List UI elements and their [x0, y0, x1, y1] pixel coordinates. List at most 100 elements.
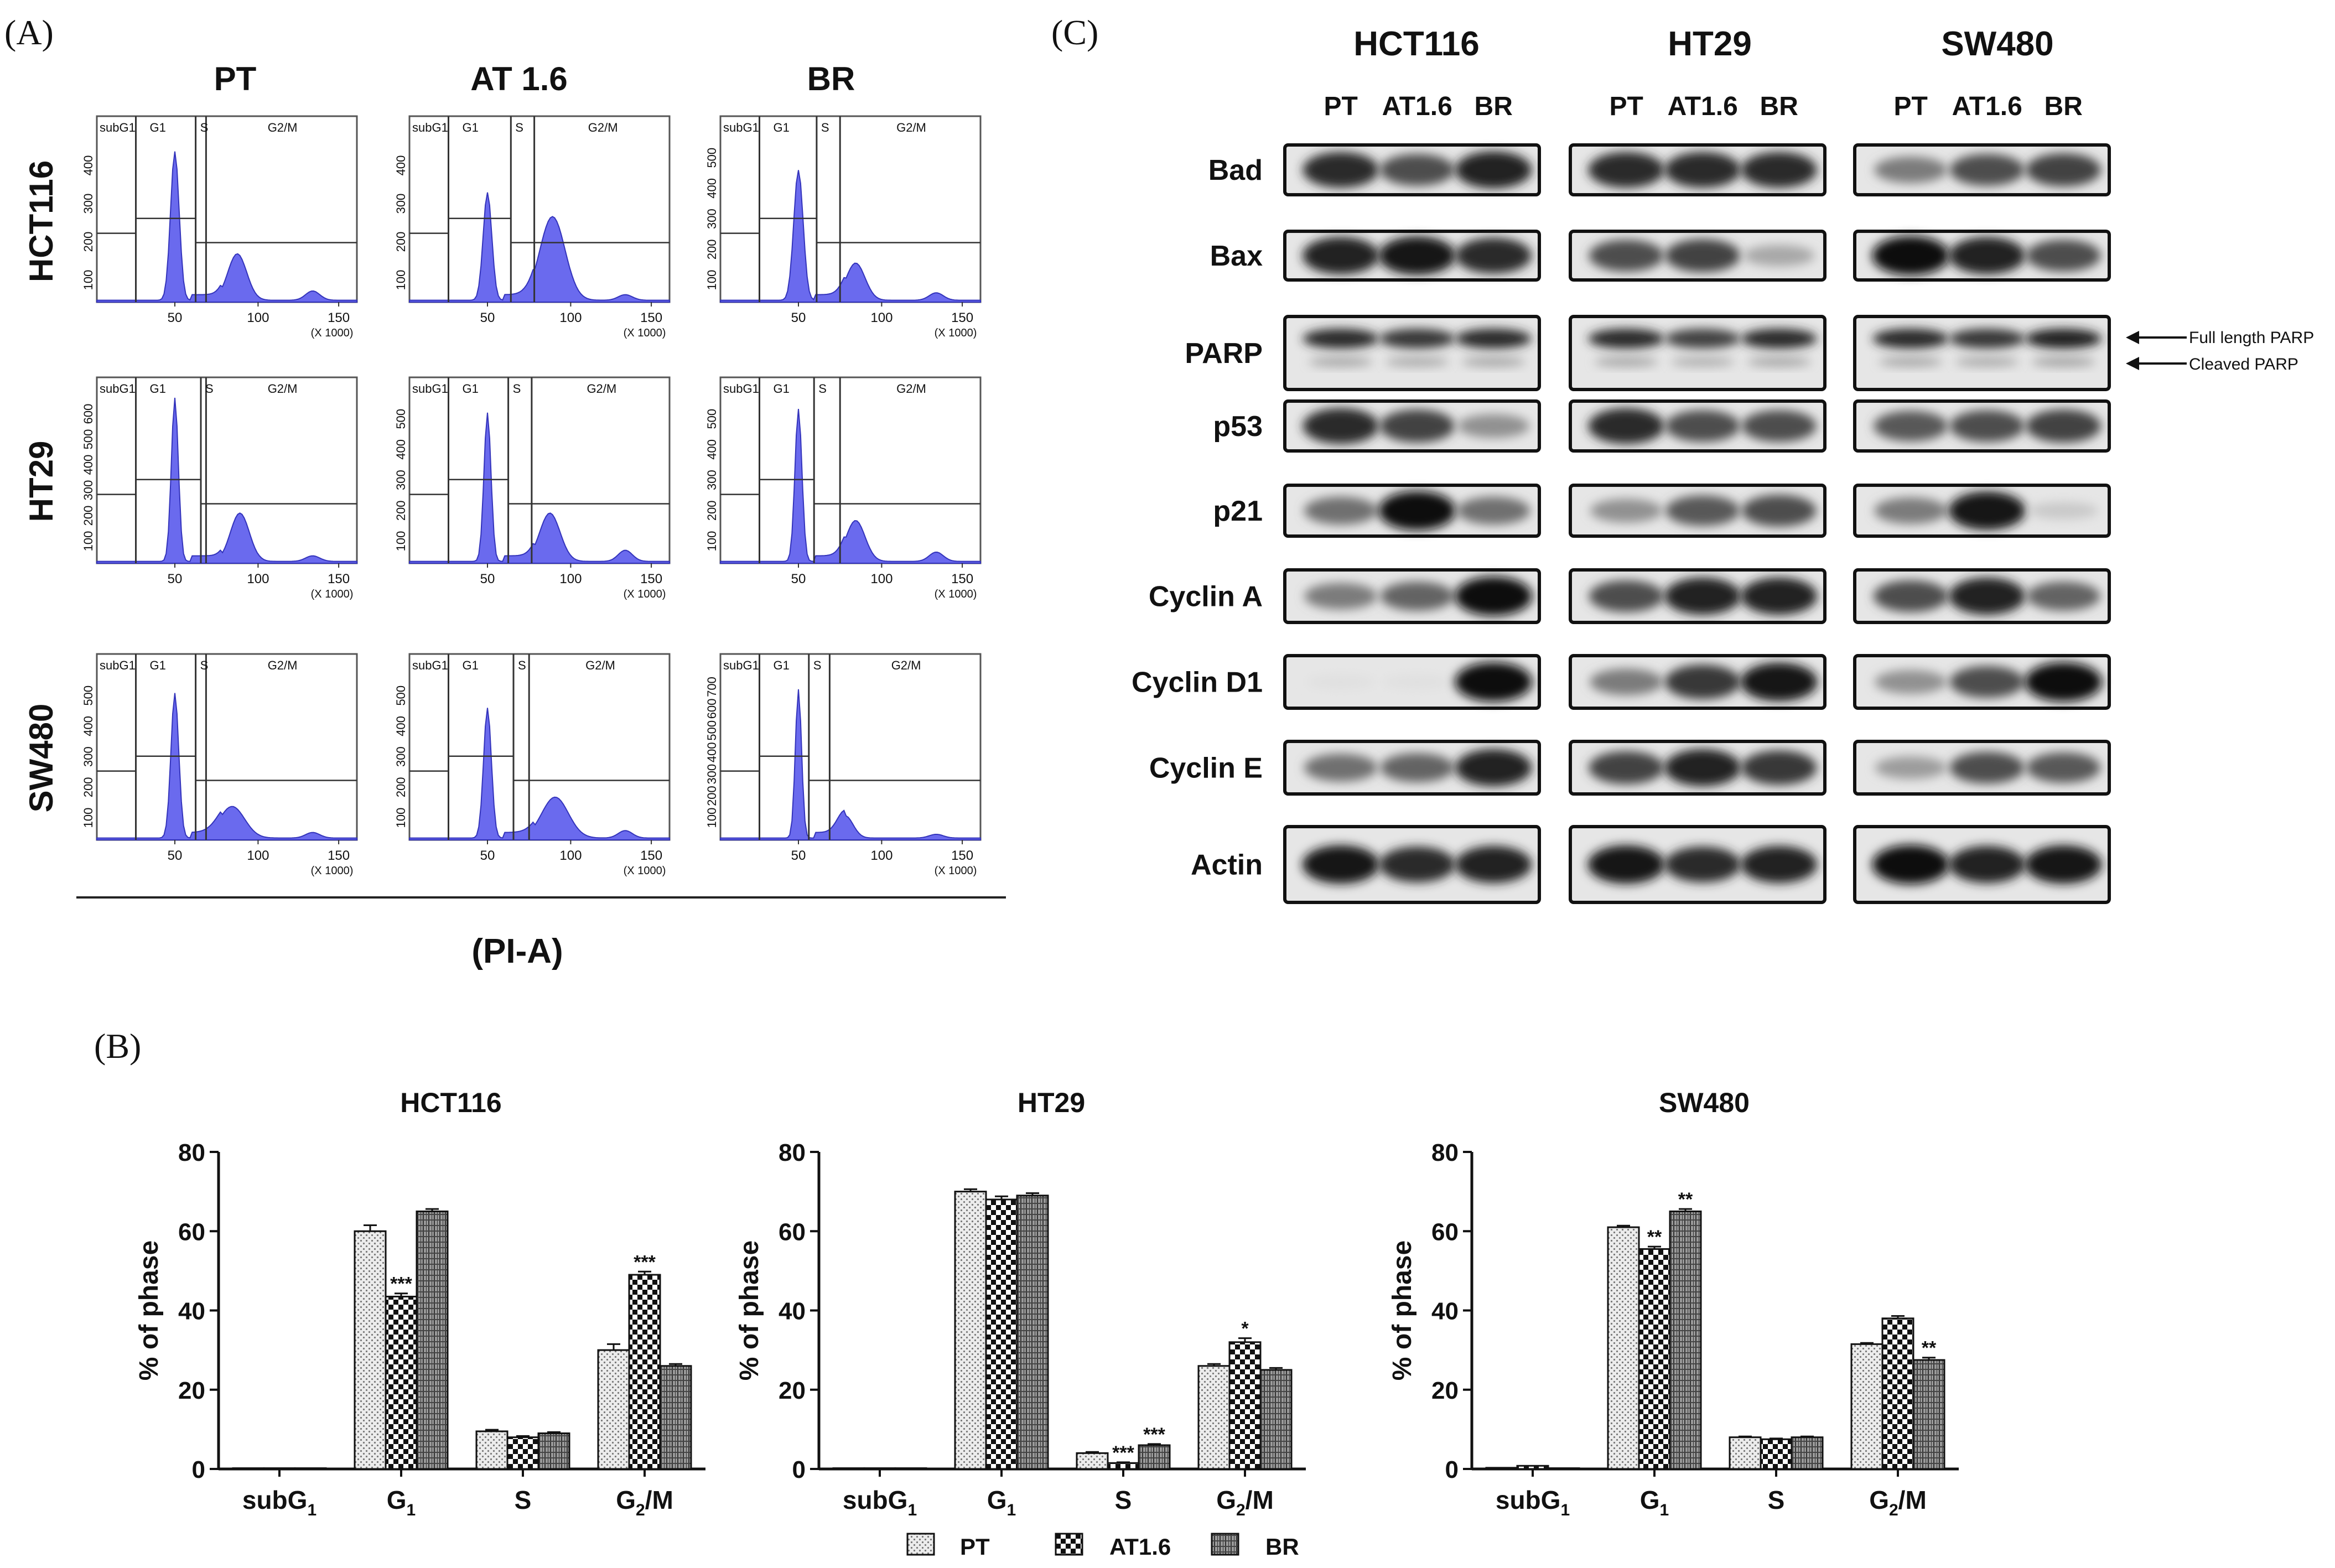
blot-box: [1283, 825, 1541, 904]
y-tick-label: 400: [81, 155, 95, 176]
x-tick-label: S: [1115, 1486, 1132, 1514]
histogram-frame: [719, 653, 982, 841]
blot-box: [1283, 143, 1541, 196]
protein-band: [2025, 329, 2102, 349]
gate-label: G1: [774, 121, 790, 134]
significance-marker: ***: [1143, 1424, 1165, 1445]
protein-band: [1741, 750, 1817, 785]
bar: [894, 1467, 927, 1470]
protein-band: [1949, 577, 2026, 615]
protein-band: [1665, 239, 1741, 272]
histogram-frame: [96, 115, 358, 303]
bar: [985, 1198, 1018, 1470]
protein-band: [1949, 845, 2026, 884]
y-tick-label: 40: [178, 1298, 205, 1325]
protein-band: [1664, 664, 1741, 699]
protein-band: [1455, 329, 1532, 349]
gate-label: subG1: [100, 382, 136, 396]
protein-band: [1743, 245, 1815, 267]
panel-a-row-title: HT29: [23, 441, 60, 522]
gate-label: G2/M: [588, 121, 618, 134]
x-tick-label: 50: [791, 848, 806, 863]
cell-line-title: HCT116: [1353, 25, 1479, 63]
y-tick-label: 400: [81, 716, 95, 736]
blot-box: [1283, 568, 1541, 624]
blot-box: [1569, 740, 1827, 796]
y-axis-label: % of phase: [735, 1240, 764, 1380]
y-tick-label: 100: [705, 808, 719, 828]
y-tick-label: 60: [178, 1218, 205, 1245]
bar: [1850, 1343, 1883, 1470]
protein-band: [1379, 329, 1455, 349]
protein-band: [2026, 581, 2100, 611]
protein-band: [1303, 237, 1379, 274]
y-tick-label: 20: [1431, 1377, 1459, 1404]
blot-box: [1569, 143, 1827, 196]
protein-band: [1664, 152, 1741, 188]
protein-band: [1664, 847, 1741, 882]
blot-frame: [1283, 315, 1541, 391]
y-tick-label: 40: [779, 1298, 806, 1325]
protein-band: [1588, 152, 1664, 188]
protein-label: Bad: [1208, 154, 1263, 186]
bar: [1076, 1452, 1109, 1470]
y-tick-label: 300: [705, 209, 719, 229]
x-tick-label: G2/M: [616, 1486, 673, 1519]
x-tick-label: 100: [559, 848, 582, 863]
protein-band: [1874, 411, 1948, 442]
bar-chart: HT29 % of phase 0 20 40 60 80 subG1 G1 S *** *** G2/…: [735, 1087, 1306, 1519]
protein-band: [2026, 409, 2102, 443]
blot-box: [1853, 399, 2111, 453]
y-tick-label: 500: [705, 409, 719, 429]
gate-label: S: [821, 121, 829, 134]
protein-band: [1382, 674, 1452, 689]
protein-band: [1741, 495, 1817, 527]
y-tick-label: 80: [779, 1139, 806, 1166]
protein-band: [1455, 237, 1532, 274]
x-tick-label: 150: [640, 572, 662, 586]
x-tick-label: 150: [328, 310, 350, 325]
y-tick-label: 200: [394, 777, 408, 797]
x-unit-label: (X 1000): [935, 327, 977, 339]
histogram-plot: subG1 G1 S G2/M 100 200 300 400 50 100 150 (X 1000): [81, 115, 358, 339]
protein-band: [1456, 496, 1530, 525]
protein-label: p53: [1213, 411, 1263, 443]
blot-box: [1569, 315, 1827, 391]
legend: PT AT1.6 BR: [906, 1533, 1299, 1560]
bar: [1138, 1444, 1171, 1470]
x-tick-label: 150: [640, 310, 662, 325]
bar: [1516, 1465, 1549, 1470]
protein-band: [1875, 756, 1947, 779]
protein-band: [1304, 583, 1378, 610]
protein-band: [2025, 662, 2103, 702]
x-tick-label: 100: [870, 572, 893, 586]
panel-a-column-title: BR: [807, 60, 855, 97]
protein-band: [1589, 580, 1664, 612]
parp-cleaved-annotation: Cleaved PARP: [2189, 355, 2298, 373]
protein-band: [1872, 236, 1950, 276]
panel-c-western-blot: HCT116 PT AT1.6 BR HT29 PT AT1.6 BR SW480 PT AT1.6…: [1132, 25, 2314, 904]
gate-label: subG1: [100, 121, 136, 134]
protein-label: p21: [1213, 495, 1263, 527]
x-tick-label: 150: [640, 848, 662, 863]
lane-label: AT1.6: [1952, 92, 2022, 121]
blot-box: [1569, 399, 1827, 453]
gate-label: G1: [463, 121, 479, 134]
x-tick-label: 150: [328, 848, 350, 863]
protein-label: PARP: [1185, 338, 1263, 370]
protein-band: [1665, 329, 1741, 349]
chart-title: HCT116: [400, 1087, 501, 1118]
y-tick-label: 700: [705, 677, 719, 697]
x-tick-label: subG1: [843, 1486, 917, 1519]
bar: [1607, 1226, 1640, 1470]
gate-label: S: [515, 121, 523, 134]
cell-line-title: HT29: [1668, 25, 1752, 63]
protein-band: [1665, 410, 1740, 442]
protein-band-cleaved: [1309, 357, 1373, 367]
y-axis-label: % of phase: [134, 1240, 164, 1380]
histogram-plot: subG1 G1 S G2/M 100 200 300 400 50 100 150 (X 1000): [394, 115, 671, 339]
protein-band: [1949, 751, 2025, 784]
protein-band: [1590, 668, 1663, 695]
histogram-area: [720, 689, 981, 840]
